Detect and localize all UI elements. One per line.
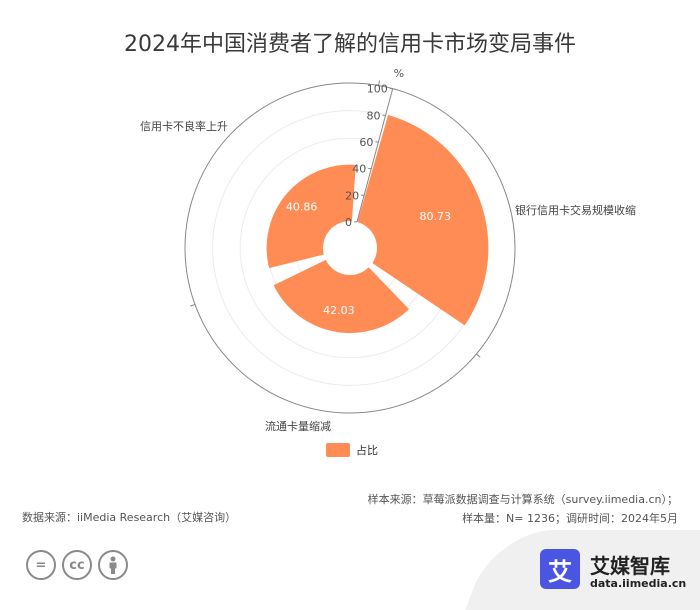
radial-tick-label: 80	[367, 109, 381, 122]
data-label: 40.86	[286, 200, 318, 213]
equals-icon: =	[26, 550, 56, 580]
angle-tick	[378, 80, 381, 86]
bar-sector	[273, 259, 410, 334]
legend-label: 占比	[356, 443, 378, 457]
cc-icon: cc	[62, 550, 92, 580]
category-label: 流通卡量缩减	[265, 419, 331, 433]
brand-name: 艾媒智库	[590, 554, 670, 578]
data-label: 42.03	[323, 304, 355, 317]
person-icon	[98, 550, 128, 580]
data-source: 数据来源：iiMedia Research（艾媒咨询）	[22, 511, 237, 524]
radial-tick-label: 60	[359, 136, 373, 149]
license-icons: = cc	[26, 550, 128, 580]
angle-tick	[476, 353, 481, 358]
radial-tick-label: 20	[345, 189, 359, 202]
chart-title: 2024年中国消费者了解的信用卡市场变局事件	[124, 32, 576, 57]
radial-tick-label: 0	[345, 216, 352, 229]
radial-tick-label: 40	[352, 163, 366, 176]
data-label: 80.73	[419, 210, 451, 223]
brand-url: data.iimedia.cn	[590, 577, 687, 590]
radial-axis-unit: %	[394, 67, 404, 80]
angle-tick	[190, 303, 196, 307]
bar-sector	[357, 114, 489, 326]
brand-logo: 艾	[540, 549, 580, 589]
sample-source: 样本来源：草莓派数据调查与计算系统（survey.iimedia.cn）；	[367, 493, 678, 506]
sample-size: 样本量：N= 1236；调研时间：2024年5月	[462, 512, 678, 525]
radial-tick-label: 100	[367, 83, 388, 96]
category-label: 银行信用卡交易规模收缩	[515, 203, 636, 217]
bar-sector	[266, 164, 356, 269]
legend-swatch	[326, 443, 350, 457]
radial-axis-line	[356, 88, 394, 223]
outer-ring	[184, 82, 516, 414]
category-label: 信用卡不良率上升	[140, 119, 228, 133]
